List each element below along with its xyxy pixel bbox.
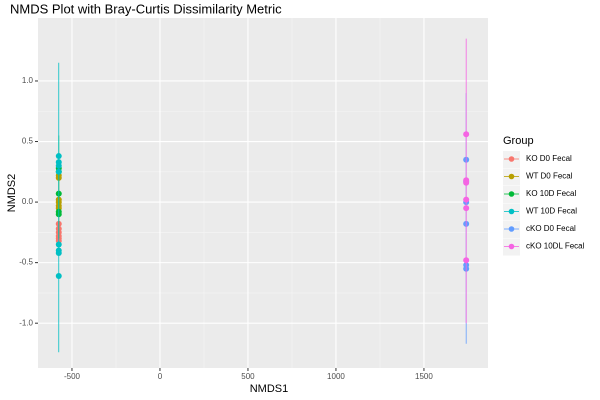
x-axis-label: NMDS1 — [250, 383, 289, 395]
point — [55, 272, 62, 279]
point — [463, 131, 470, 138]
y-tick-label: 1.0 — [22, 76, 34, 85]
point — [463, 179, 470, 186]
point — [463, 205, 470, 212]
y-tick-label: -1.0 — [19, 318, 33, 327]
x-tick-label: 1000 — [327, 372, 345, 381]
y-tick-label: 0.0 — [22, 197, 34, 206]
legend-point — [508, 208, 515, 215]
x-tick-label: -500 — [64, 372, 81, 381]
legend-point — [508, 191, 515, 197]
legend-label: KO 10D Fecal — [526, 189, 576, 198]
y-axis-label: NMDS2 — [6, 174, 18, 213]
legend-label: WT 10D Fecal — [526, 207, 577, 216]
point — [55, 153, 62, 160]
point — [55, 241, 62, 248]
y-tick-label: 0.5 — [22, 137, 34, 146]
legend-label: cKO D0 Fecal — [526, 224, 576, 233]
legend-label: cKO 10DL Fecal — [526, 242, 585, 251]
point — [55, 168, 62, 175]
chart-title: NMDS Plot with Bray-Curtis Dissimilarity… — [10, 1, 282, 16]
point — [55, 249, 62, 256]
legend-point — [508, 156, 515, 162]
legend-point — [508, 226, 515, 232]
legend-point — [508, 243, 515, 250]
x-tick-label: 0 — [158, 372, 163, 381]
legend-title: Group — [503, 135, 534, 147]
panel — [38, 18, 488, 368]
legend-label: KO D0 Fecal — [526, 154, 572, 163]
x-tick-label: 500 — [241, 372, 255, 381]
legend-label: WT D0 Fecal — [526, 172, 573, 181]
x-tick-label: 1500 — [415, 372, 433, 381]
grid — [38, 18, 488, 368]
y-tick-label: -0.5 — [19, 258, 33, 267]
point — [55, 162, 62, 169]
point — [463, 196, 470, 203]
legend-point — [508, 173, 515, 180]
marks — [55, 38, 470, 353]
point — [463, 257, 470, 264]
